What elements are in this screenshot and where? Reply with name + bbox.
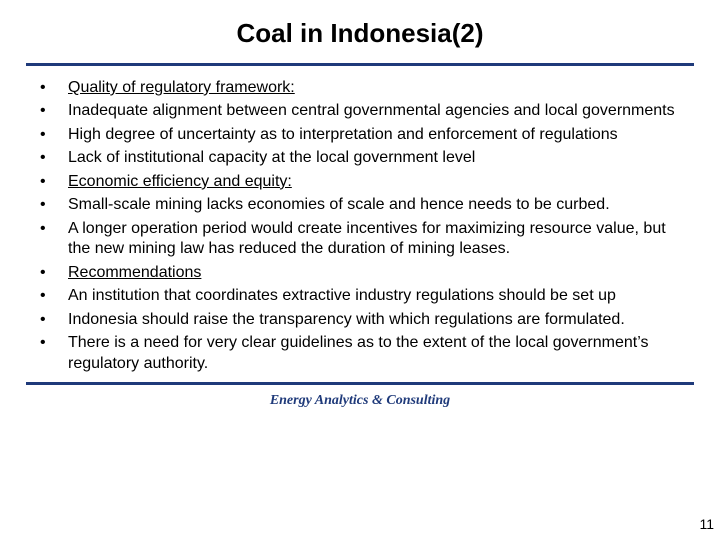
list-item: Economic efficiency and equity:	[40, 172, 688, 192]
footer: Energy Analytics & Consulting	[0, 391, 720, 409]
bullet-text: Economic efficiency and equity:	[68, 173, 292, 190]
list-item: High degree of uncertainty as to interpr…	[40, 125, 688, 145]
list-item: There is a need for very clear guideline…	[40, 333, 688, 374]
bullet-text: Quality of regulatory framework:	[68, 79, 295, 96]
bullet-text: Inadequate alignment between central gov…	[68, 102, 675, 119]
slide: Coal in Indonesia(2) Quality of regulato…	[0, 0, 720, 540]
page-number: 11	[699, 516, 714, 532]
list-item: An institution that coordinates extracti…	[40, 286, 688, 306]
bullet-text: There is a need for very clear guideline…	[68, 334, 648, 371]
bullet-text: A longer operation period would create i…	[68, 220, 666, 257]
list-item: Inadequate alignment between central gov…	[40, 101, 688, 121]
list-item: Small-scale mining lacks economies of sc…	[40, 195, 688, 215]
bullet-text: An institution that coordinates extracti…	[68, 287, 616, 304]
list-item: Quality of regulatory framework:	[40, 78, 688, 98]
bottom-rule	[26, 382, 694, 385]
slide-title: Coal in Indonesia(2)	[0, 18, 720, 49]
bullet-text: Lack of institutional capacity at the lo…	[68, 149, 475, 166]
list-item: Lack of institutional capacity at the lo…	[40, 148, 688, 168]
bullet-text: Small-scale mining lacks economies of sc…	[68, 196, 610, 213]
list-item: A longer operation period would create i…	[40, 219, 688, 260]
list-item: Recommendations	[40, 263, 688, 283]
content-area: Quality of regulatory framework: Inadequ…	[0, 66, 720, 374]
list-item: Indonesia should raise the transparency …	[40, 310, 688, 330]
bullet-text: High degree of uncertainty as to interpr…	[68, 126, 618, 143]
footer-text: Energy Analytics & Consulting	[270, 393, 450, 408]
bullet-list: Quality of regulatory framework: Inadequ…	[40, 78, 688, 374]
bullet-text: Recommendations	[68, 264, 201, 281]
bullet-text: Indonesia should raise the transparency …	[68, 311, 625, 328]
